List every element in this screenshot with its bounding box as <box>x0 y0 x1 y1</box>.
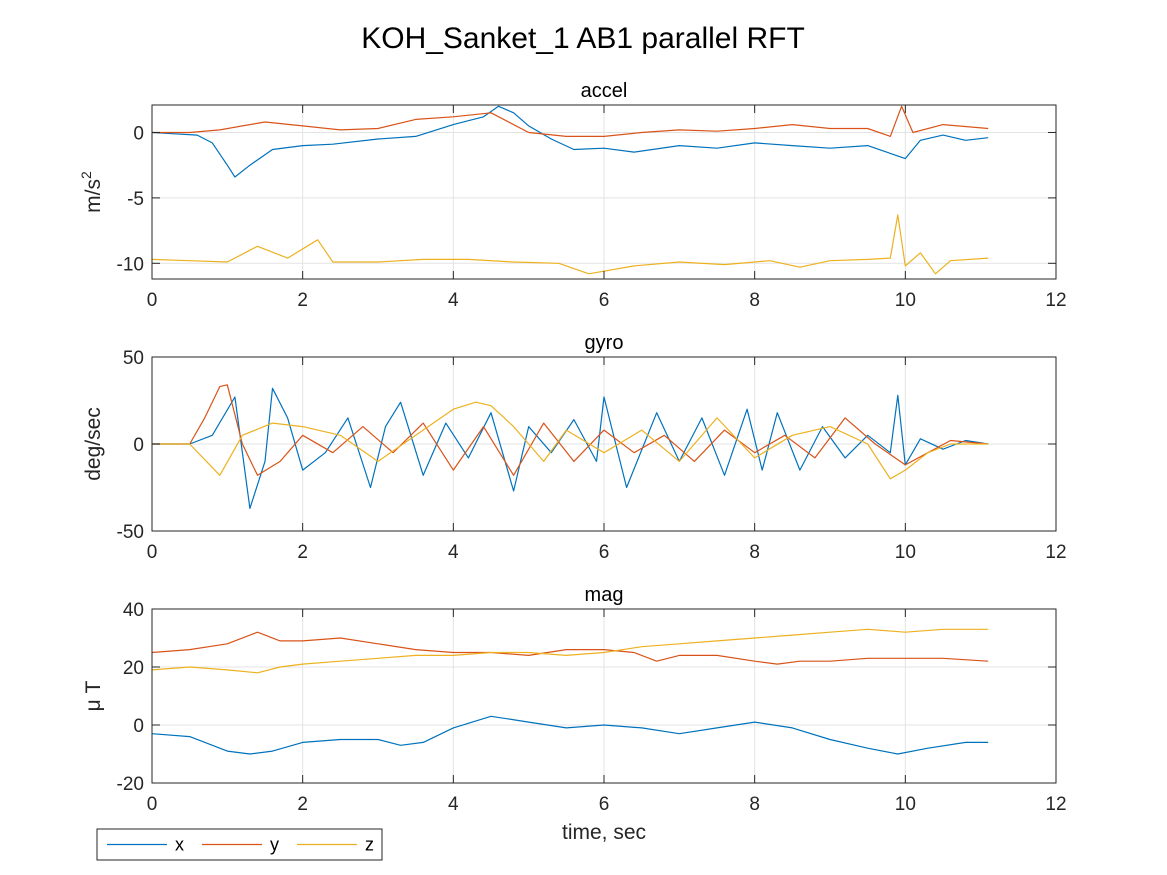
panel-title: gyro <box>585 332 624 354</box>
x-tick-label: 6 <box>599 794 610 815</box>
legend-label-x: x <box>175 835 184 855</box>
x-axis-label: time, sec <box>562 821 646 844</box>
x-tick-label: 4 <box>448 542 459 563</box>
y-tick-label: 0 <box>133 716 144 737</box>
accel-series-y <box>152 105 989 137</box>
x-tick-label: 8 <box>749 794 760 815</box>
panel-title: accel <box>581 80 628 102</box>
x-tick-label: 12 <box>1045 542 1066 563</box>
gyro-series-z <box>152 401 989 480</box>
x-tick-label: 10 <box>895 290 916 311</box>
x-tick-label: 2 <box>297 794 308 815</box>
y-tick-label: -5 <box>127 189 144 210</box>
x-tick-label: 4 <box>448 794 459 815</box>
legend-label-y: y <box>270 835 279 855</box>
y-tick-label: 20 <box>123 658 144 679</box>
x-tick-label: 8 <box>749 542 760 563</box>
x-tick-label: 0 <box>147 794 158 815</box>
accel-series-z <box>152 214 989 275</box>
gyro-series-y <box>152 384 989 476</box>
x-tick-label: 4 <box>448 290 459 311</box>
x-tick-label: 2 <box>297 290 308 311</box>
panel-accel: 0 2 4 6 8 10 12 -10 -5 0 accel m/s2 <box>78 80 1067 311</box>
x-tick-label: 0 <box>147 542 158 563</box>
legend: x y z <box>96 828 383 861</box>
x-tick-label: 6 <box>599 290 610 311</box>
y-tick-label: 40 <box>123 600 144 621</box>
panel-title: mag <box>585 584 624 606</box>
x-tick-label: 2 <box>297 542 308 563</box>
gyro-series-x <box>152 387 989 509</box>
mag-series-z <box>152 628 989 674</box>
y-tick-label: -20 <box>117 774 144 795</box>
x-tick-label: 10 <box>895 542 916 563</box>
x-tick-label: 8 <box>749 290 760 311</box>
mag-series-x <box>152 715 989 755</box>
y-axis-label: deg/sec <box>82 407 105 481</box>
legend-label-z: z <box>365 835 374 855</box>
y-tick-label: 0 <box>133 435 144 456</box>
x-tick-label: 10 <box>895 794 916 815</box>
x-tick-label: 12 <box>1045 290 1066 311</box>
x-tick-label: 0 <box>147 290 158 311</box>
y-axis-label: μ T <box>82 680 105 711</box>
y-axis-label: m/s2 <box>78 171 105 213</box>
figure-title: KOH_Sanket_1 AB1 parallel RFT <box>361 22 805 55</box>
accel-series-x <box>152 105 989 178</box>
x-tick-label: 6 <box>599 542 610 563</box>
mag-series-y <box>152 631 989 665</box>
x-tick-label: 12 <box>1045 794 1066 815</box>
y-tick-label: 0 <box>133 123 144 144</box>
y-tick-label: -50 <box>117 522 144 543</box>
y-tick-label: 50 <box>123 348 144 369</box>
y-tick-label: -10 <box>117 254 144 275</box>
